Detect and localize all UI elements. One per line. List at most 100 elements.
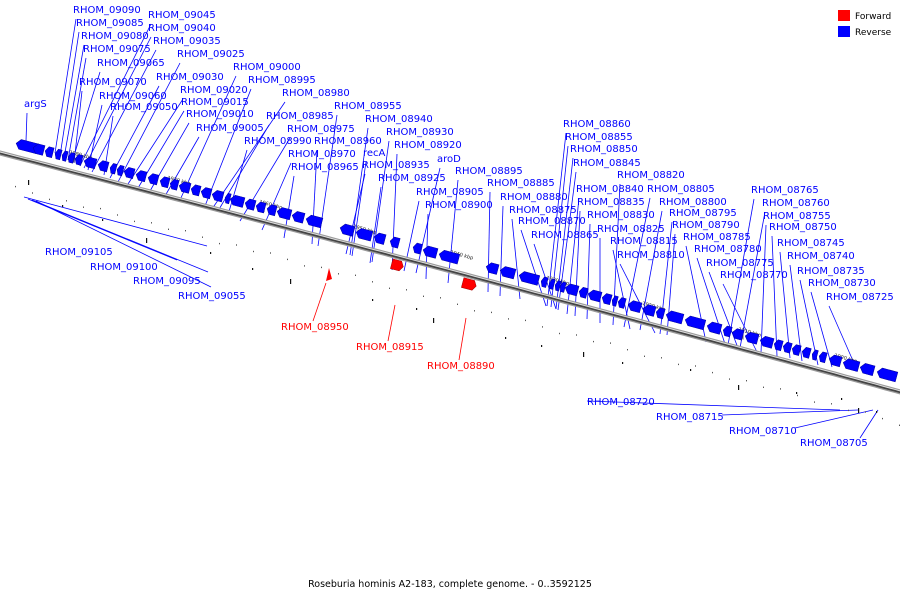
reverse-gene-arrow[interactable] <box>587 289 603 303</box>
reverse-gene-arrow[interactable] <box>32 143 46 156</box>
gene-label-arod[interactable]: aroD <box>437 154 461 165</box>
reverse-gene-arrow[interactable] <box>44 146 55 159</box>
gene-label-rhom-08780[interactable]: RHOM_08780 <box>694 244 762 255</box>
reverse-gene-arrow[interactable] <box>412 242 423 255</box>
reverse-gene-arrow[interactable] <box>499 265 517 280</box>
reverse-gene-arrow[interactable] <box>190 184 202 197</box>
gene-label-rhom-09100[interactable]: RHOM_09100 <box>90 262 158 273</box>
gene-label-rhom-08960[interactable]: RHOM_08960 <box>314 136 382 147</box>
gene-label-rhom-09035[interactable]: RHOM_09035 <box>153 36 221 47</box>
reverse-gene-arrow[interactable] <box>373 232 387 245</box>
reverse-gene-arrow[interactable] <box>642 304 657 317</box>
reverse-gene-arrow[interactable] <box>684 315 707 331</box>
gene-label-rhom-08820[interactable]: RHOM_08820 <box>617 170 685 181</box>
gene-label-rhom-08830[interactable]: RHOM_08830 <box>587 210 655 221</box>
reverse-gene-arrow[interactable] <box>159 176 171 189</box>
gene-label-rhom-08710[interactable]: RHOM_08710 <box>729 426 797 437</box>
reverse-gene-arrow[interactable] <box>791 344 802 356</box>
gene-label-rhom-09095[interactable]: RHOM_09095 <box>133 276 201 287</box>
reverse-gene-arrow[interactable] <box>135 170 148 183</box>
reverse-gene-arrow[interactable] <box>305 214 324 229</box>
gene-label-rhom-08750[interactable]: RHOM_08750 <box>769 222 837 233</box>
reverse-gene-arrow[interactable] <box>601 293 613 306</box>
gene-label-rhom-08840[interactable]: RHOM_08840 <box>576 184 644 195</box>
reverse-gene-arrow[interactable] <box>518 271 541 286</box>
reverse-gene-arrow[interactable] <box>83 156 98 170</box>
gene-label-rhom-09040[interactable]: RHOM_09040 <box>148 23 216 34</box>
reverse-gene-arrow[interactable] <box>773 339 784 352</box>
reverse-gene-arrow[interactable] <box>731 328 745 341</box>
gene-label-rhom-09090[interactable]: RHOM_09090 <box>73 5 141 16</box>
reverse-gene-arrow[interactable] <box>611 295 619 307</box>
gene-label-rhom-08725[interactable]: RHOM_08725 <box>826 292 894 303</box>
reverse-gene-arrow[interactable] <box>485 262 500 275</box>
reverse-gene-arrow[interactable] <box>828 354 843 368</box>
reverse-gene-arrow[interactable] <box>548 278 556 290</box>
gene-label-rhom-08935[interactable]: RHOM_08935 <box>362 160 430 171</box>
gene-label-rhom-08760[interactable]: RHOM_08760 <box>762 198 830 209</box>
gene-label-rhom-09085[interactable]: RHOM_09085 <box>76 18 144 29</box>
forward-gene-arrow[interactable] <box>326 268 332 281</box>
reverse-gene-arrow[interactable] <box>655 307 666 320</box>
gene-label-rhom-08985[interactable]: RHOM_08985 <box>266 111 334 122</box>
reverse-gene-arrow[interactable] <box>355 227 374 242</box>
reverse-gene-arrow[interactable] <box>438 249 461 265</box>
reverse-gene-arrow[interactable] <box>244 198 257 211</box>
gene-label-rhom-08790[interactable]: RHOM_08790 <box>672 220 740 231</box>
gene-label-rhom-09060[interactable]: RHOM_09060 <box>99 91 167 102</box>
reverse-gene-arrow[interactable] <box>123 167 136 180</box>
gene-label-rhom-08865[interactable]: RHOM_08865 <box>531 230 599 241</box>
gene-label-rhom-08745[interactable]: RHOM_08745 <box>777 238 845 249</box>
gene-label-rhom-08870[interactable]: RHOM_08870 <box>518 216 586 227</box>
gene-label-rhom-08770[interactable]: RHOM_08770 <box>720 270 788 281</box>
gene-label-rhom-09105[interactable]: RHOM_09105 <box>45 247 113 258</box>
reverse-gene-arrow[interactable] <box>859 362 876 376</box>
reverse-gene-arrow[interactable] <box>627 300 643 313</box>
gene-label-rhom-08905[interactable]: RHOM_08905 <box>416 187 484 198</box>
gene-label-rhom-09050[interactable]: RHOM_09050 <box>110 102 178 113</box>
gene-label-rhom-08930[interactable]: RHOM_08930 <box>386 127 454 138</box>
reverse-gene-arrow[interactable] <box>229 194 246 208</box>
gene-label-rhom-08990[interactable]: RHOM_08990 <box>244 136 312 147</box>
gene-label-rhom-08835[interactable]: RHOM_08835 <box>577 197 645 208</box>
forward-gene-arrow[interactable] <box>390 258 404 272</box>
gene-label-rhom-09010[interactable]: RHOM_09010 <box>186 109 254 120</box>
reverse-gene-arrow[interactable] <box>255 201 267 214</box>
gene-label-rhom-08775[interactable]: RHOM_08775 <box>706 258 774 269</box>
gene-label-rhom-09005[interactable]: RHOM_09005 <box>196 123 264 134</box>
gene-label-rhom-08895[interactable]: RHOM_08895 <box>455 166 523 177</box>
gene-label-rhom-08900[interactable]: RHOM_08900 <box>425 200 493 211</box>
gene-label-rhom-08805[interactable]: RHOM_08805 <box>647 184 715 195</box>
gene-label-rhom-08715[interactable]: RHOM_08715 <box>656 412 724 423</box>
reverse-gene-arrow[interactable] <box>339 223 356 237</box>
gene-label-rhom-08765[interactable]: RHOM_08765 <box>751 185 819 196</box>
gene-label-rhom-09025[interactable]: RHOM_09025 <box>177 49 245 60</box>
gene-label-rhom-08925[interactable]: RHOM_08925 <box>378 173 446 184</box>
gene-label-rhom-08980[interactable]: RHOM_08980 <box>282 88 350 99</box>
gene-label-rhom-08975[interactable]: RHOM_08975 <box>287 124 355 135</box>
gene-label-rhom-09055[interactable]: RHOM_09055 <box>178 291 246 302</box>
gene-label-rhom-08720[interactable]: RHOM_08720 <box>587 397 655 408</box>
gene-label-rhom-08920[interactable]: RHOM_08920 <box>394 140 462 151</box>
gene-label-rhom-08755[interactable]: RHOM_08755 <box>763 211 831 222</box>
gene-label-rhom-08735[interactable]: RHOM_08735 <box>797 266 865 277</box>
reverse-gene-arrow[interactable] <box>224 192 232 205</box>
gene-label-rhom-08730[interactable]: RHOM_08730 <box>808 278 876 289</box>
gene-label-rhom-08970[interactable]: RHOM_08970 <box>288 149 356 160</box>
reverse-gene-arrow[interactable] <box>67 152 76 164</box>
gene-label-rhom-08815[interactable]: RHOM_08815 <box>610 236 678 247</box>
reverse-gene-arrow[interactable] <box>178 181 192 194</box>
gene-label-rhom-08705[interactable]: RHOM_08705 <box>800 438 868 449</box>
reverse-gene-arrow[interactable] <box>97 160 110 173</box>
gene-label-rhom-08855[interactable]: RHOM_08855 <box>565 132 633 143</box>
gene-label-rhom-08795[interactable]: RHOM_08795 <box>669 208 737 219</box>
gene-label-rhom-08740[interactable]: RHOM_08740 <box>787 251 855 262</box>
gene-label-rhom-08810[interactable]: RHOM_08810 <box>617 250 685 261</box>
gene-label-rhom-08850[interactable]: RHOM_08850 <box>570 144 638 155</box>
gene-label-rhom-09075[interactable]: RHOM_09075 <box>83 44 151 55</box>
reverse-gene-arrow[interactable] <box>211 189 225 203</box>
gene-label-rhom-08955[interactable]: RHOM_08955 <box>334 101 402 112</box>
gene-label-rhom-08995[interactable]: RHOM_08995 <box>248 75 316 86</box>
reverse-gene-arrow[interactable] <box>665 310 685 325</box>
gene-label-rhom-08940[interactable]: RHOM_08940 <box>365 114 433 125</box>
